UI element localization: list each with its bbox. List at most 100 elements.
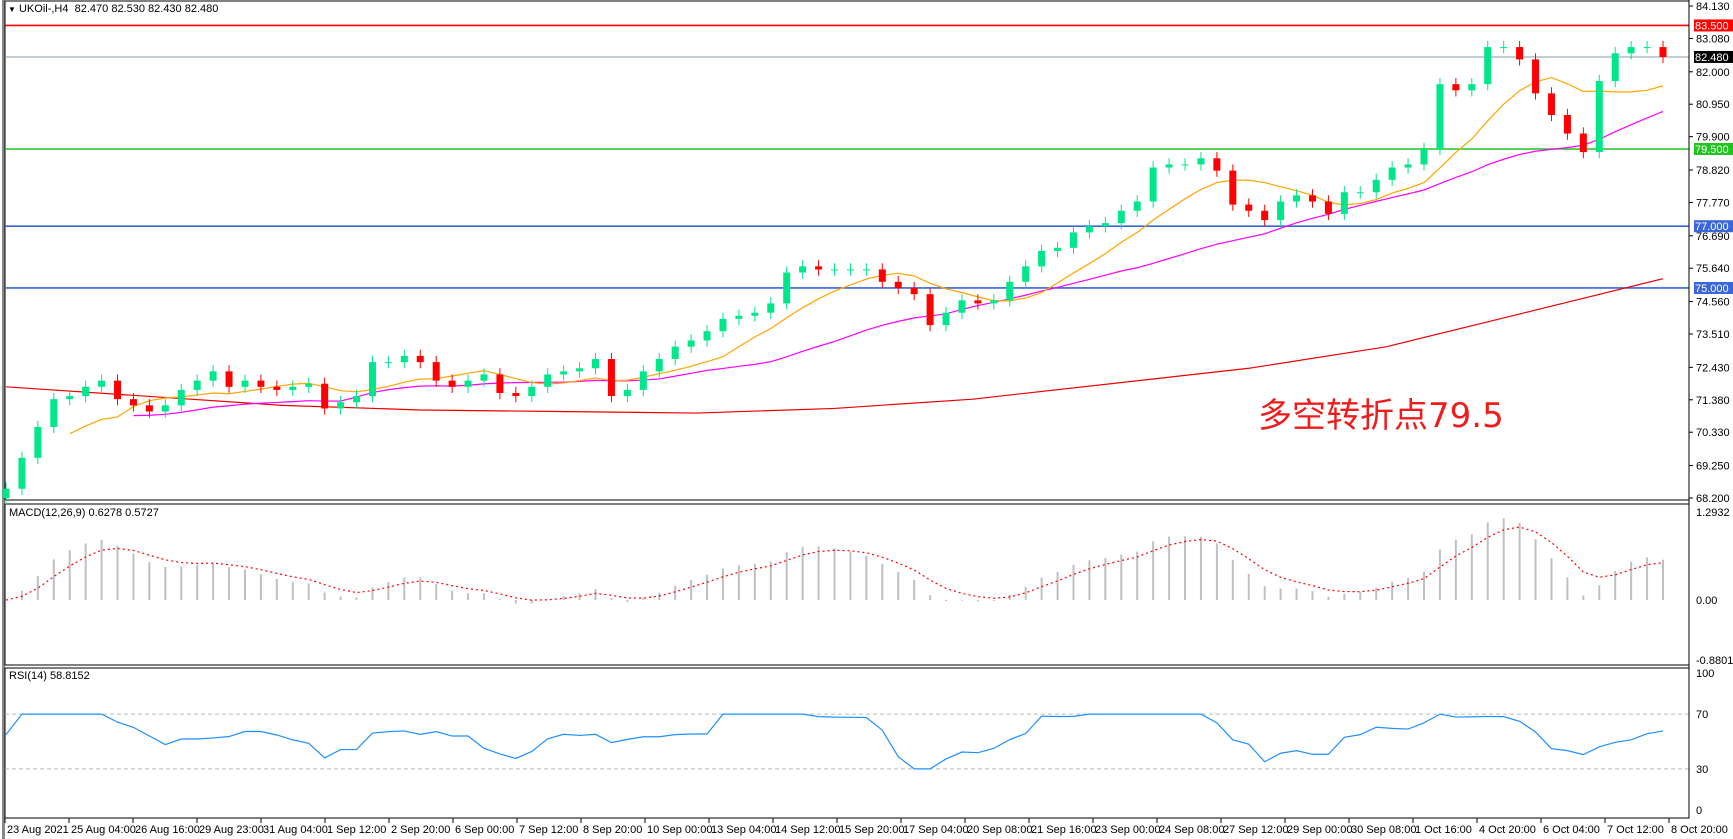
candle-body — [241, 380, 249, 387]
macd-tick-label: -0.8801 — [1696, 655, 1733, 667]
candle-body — [1293, 195, 1301, 202]
candle-body — [990, 300, 998, 304]
candle-body — [639, 371, 647, 390]
candle-body — [209, 371, 217, 381]
panel-border-2 — [4, 667, 1690, 819]
candle-body — [528, 386, 536, 397]
candle-body — [1643, 47, 1651, 49]
time-tick-label: 4 Oct 20:00 — [1479, 824, 1536, 836]
rsi-label: RSI(14) 58.8152 — [9, 670, 90, 682]
candle-body — [1627, 47, 1635, 54]
candle-body — [1054, 247, 1062, 251]
candle-body — [1452, 84, 1460, 91]
candle-body — [799, 266, 807, 273]
candle-body — [974, 300, 982, 304]
dropdown-triangle-icon[interactable]: ▼ — [8, 5, 16, 14]
candle-body — [894, 281, 902, 288]
time-tick-label: 17 Sep 04:00 — [903, 824, 968, 836]
candle-body — [1595, 81, 1603, 153]
candle-body — [878, 269, 886, 282]
time-tick-label: 29 Aug 23:00 — [199, 824, 264, 836]
candle-body — [1308, 195, 1316, 202]
candle-body — [655, 359, 663, 372]
panel-border-1 — [4, 503, 1690, 666]
candle-body — [767, 303, 775, 313]
price-tick-label: 79.900 — [1696, 132, 1730, 144]
rsi-line — [5, 713, 1664, 770]
candle-body — [177, 389, 185, 406]
time-tick-label: 20 Sep 08:00 — [967, 824, 1032, 836]
candle-body — [480, 374, 488, 381]
candle-body — [1372, 179, 1380, 193]
time-tick-label: 26 Aug 16:00 — [135, 824, 200, 836]
candle-body — [2, 488, 10, 498]
ma-slow-line — [5, 278, 1664, 414]
candle-body — [448, 380, 456, 387]
candle-body — [1245, 204, 1253, 211]
candle-body — [1547, 93, 1555, 116]
candle-body — [687, 340, 695, 347]
candle-body — [1404, 164, 1412, 168]
candle-body — [1149, 167, 1157, 202]
price-tick-label: 70.330 — [1696, 427, 1730, 439]
macd-tick-label: 1.2932 — [1696, 507, 1730, 519]
macd-label: MACD(12,26,9) 0.6278 0.5727 — [9, 507, 159, 519]
time-tick-label: 8 Sep 20:00 — [583, 824, 642, 836]
price-tick-label: 71.380 — [1696, 395, 1730, 407]
candle-body — [926, 294, 934, 326]
candle-body — [1117, 210, 1125, 224]
candle-body — [544, 374, 552, 387]
level-price-label: 83.500 — [1695, 20, 1729, 32]
time-tick-label: 29 Sep 00:00 — [1287, 824, 1352, 836]
candle-body — [1133, 201, 1141, 211]
candle-body — [751, 312, 759, 316]
macd-signal-line — [5, 526, 1664, 601]
price-tick-label: 80.950 — [1696, 99, 1730, 111]
price-tick-label: 74.560 — [1696, 297, 1730, 309]
time-tick-label: 10 Sep 00:00 — [647, 824, 712, 836]
candle-body — [910, 287, 918, 295]
candle-body — [368, 362, 376, 397]
candle-body — [1038, 250, 1046, 267]
time-tick-label: 2 Sep 20:00 — [391, 824, 450, 836]
chart-header: ▼ UKOil-,H4 82.470 82.530 82.430 82.480 — [8, 3, 218, 15]
candle-body — [82, 386, 90, 397]
level-price-label-bg — [1694, 19, 1733, 32]
candle-body — [735, 315, 743, 319]
candle-body — [305, 383, 313, 387]
price-tick-label: 72.430 — [1696, 362, 1730, 374]
time-tick-label: 30 Sep 08:00 — [1351, 824, 1416, 836]
candle-body — [1006, 281, 1014, 301]
time-tick-label: 13 Sep 04:00 — [711, 824, 776, 836]
candle-body — [34, 426, 42, 458]
candle-body — [1022, 266, 1030, 282]
time-tick-label: 15 Sep 20:00 — [839, 824, 904, 836]
price-tick-label: 68.200 — [1696, 493, 1730, 505]
candle-body — [1532, 59, 1540, 94]
annotation-text: 多空转折点79.5 — [1258, 396, 1504, 436]
level-price-label-bg — [1694, 142, 1733, 155]
time-tick-label: 23 Aug 2021 — [7, 824, 69, 836]
time-tick-label: 1 Sep 12:00 — [327, 824, 386, 836]
candle-body — [18, 457, 26, 489]
time-tick-label: 1 Oct 16:00 — [1415, 824, 1472, 836]
time-tick-label: 6 Sep 00:00 — [455, 824, 514, 836]
time-tick-label: 27 Sep 12:00 — [1223, 824, 1288, 836]
time-tick-label: 23 Sep 00:00 — [1095, 824, 1160, 836]
candle-body — [607, 359, 615, 397]
candle-body — [1484, 47, 1492, 85]
candle-body — [1516, 47, 1524, 60]
candle-body — [464, 380, 472, 387]
candle-body — [1420, 148, 1428, 165]
candle-body — [129, 399, 137, 406]
candle-body — [66, 396, 74, 400]
candle-body — [1611, 53, 1619, 82]
time-tick-label: 31 Aug 04:00 — [263, 824, 328, 836]
candle-body — [942, 312, 950, 326]
candle-body — [815, 266, 823, 270]
rsi-tick-label: 70 — [1696, 709, 1708, 721]
candle-body — [1101, 223, 1109, 227]
candle-body — [289, 386, 297, 390]
